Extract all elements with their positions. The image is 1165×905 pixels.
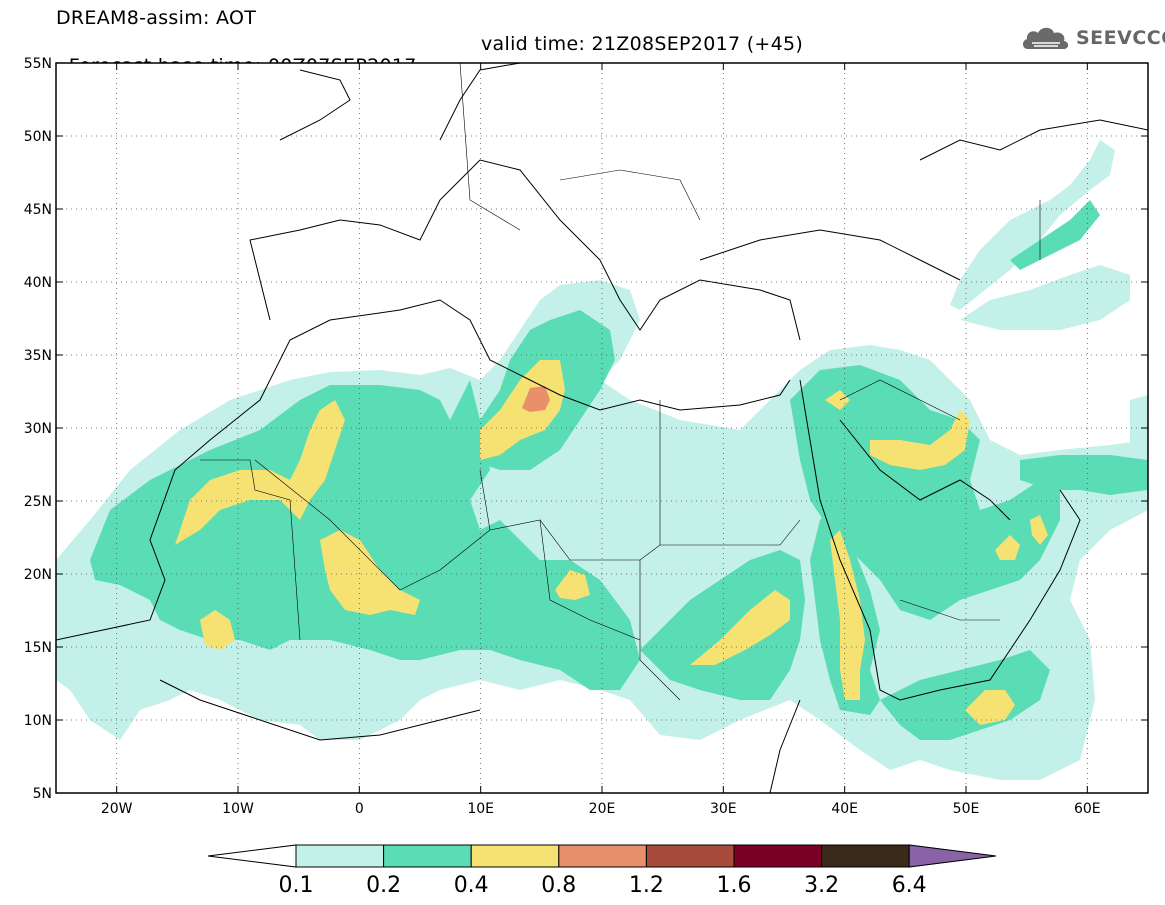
colorbar-label: 0.1: [279, 873, 314, 898]
lon-tick-label: 20W: [101, 801, 133, 817]
colorbar-swatch: [383, 844, 472, 868]
lon-tick-label: 60E: [1074, 801, 1101, 817]
colorbar-label: 6.4: [892, 873, 927, 898]
lon-tick-label: 30E: [710, 801, 737, 817]
lat-tick-label: 40N: [24, 275, 52, 291]
colorbar-label: 1.2: [629, 873, 664, 898]
aot-colorbar: 0.1 0.2 0.4 0.8 1.2 1.6 3.2 6.4: [207, 844, 997, 898]
lon-tick-label: 40E: [831, 801, 858, 817]
lon-tick-label: 10E: [467, 801, 494, 817]
colorbar-swatch: [821, 844, 910, 868]
colorbar-label: 1.6: [717, 873, 752, 898]
lat-tick-label: 30N: [24, 421, 52, 437]
colorbar-label: 0.2: [366, 873, 401, 898]
colorbar-swatch: [645, 844, 735, 868]
colorbar-swatch: [295, 844, 385, 868]
lon-tick-label: 50E: [953, 801, 980, 817]
colorbar-label: 3.2: [804, 873, 839, 898]
lon-tick-label: 20E: [589, 801, 616, 817]
map-title: DREAM8-assim: AOT: [56, 7, 257, 29]
lat-tick-label: 15N: [24, 640, 52, 656]
cloud-icon: [1022, 27, 1069, 49]
lon-tick-label: 10W: [222, 801, 254, 817]
lat-tick-label: 50N: [24, 129, 52, 145]
lat-tick-label: 45N: [24, 202, 52, 218]
lat-tick-label: 25N: [24, 494, 52, 510]
colorbar-swatch: [470, 844, 560, 868]
lat-tick-label: 35N: [24, 348, 52, 364]
lat-tick-label: 10N: [24, 713, 52, 729]
lat-tick-label: 20N: [24, 567, 52, 583]
colorbar-label: 0.8: [541, 873, 576, 898]
lat-tick-label: 5N: [33, 786, 52, 802]
colorbar-swatch: [558, 844, 647, 868]
colorbar-swatch: [733, 844, 823, 868]
lat-tick-label: 55N: [24, 56, 52, 72]
axis-ticks: 20W 10W 0 10E 20E 30E 40E 50E 60E 55N 50N 45N 40N 35N…: [24, 56, 1148, 817]
colorbar-under-triangle: [207, 844, 297, 868]
logo-text: SEEVCCC: [1076, 27, 1165, 49]
valid-time-label: valid time: 21Z08SEP2017 (+45): [481, 33, 804, 55]
aot-field: [56, 140, 1148, 780]
colorbar-label: 0.4: [454, 873, 489, 898]
seevccc-logo: SEEVCCC: [1020, 22, 1165, 54]
lon-tick-label: 0: [355, 801, 364, 817]
country-borders: [200, 62, 1041, 701]
colorbar-over-triangle: [908, 844, 997, 868]
coastlines: [55, 62, 1149, 794]
